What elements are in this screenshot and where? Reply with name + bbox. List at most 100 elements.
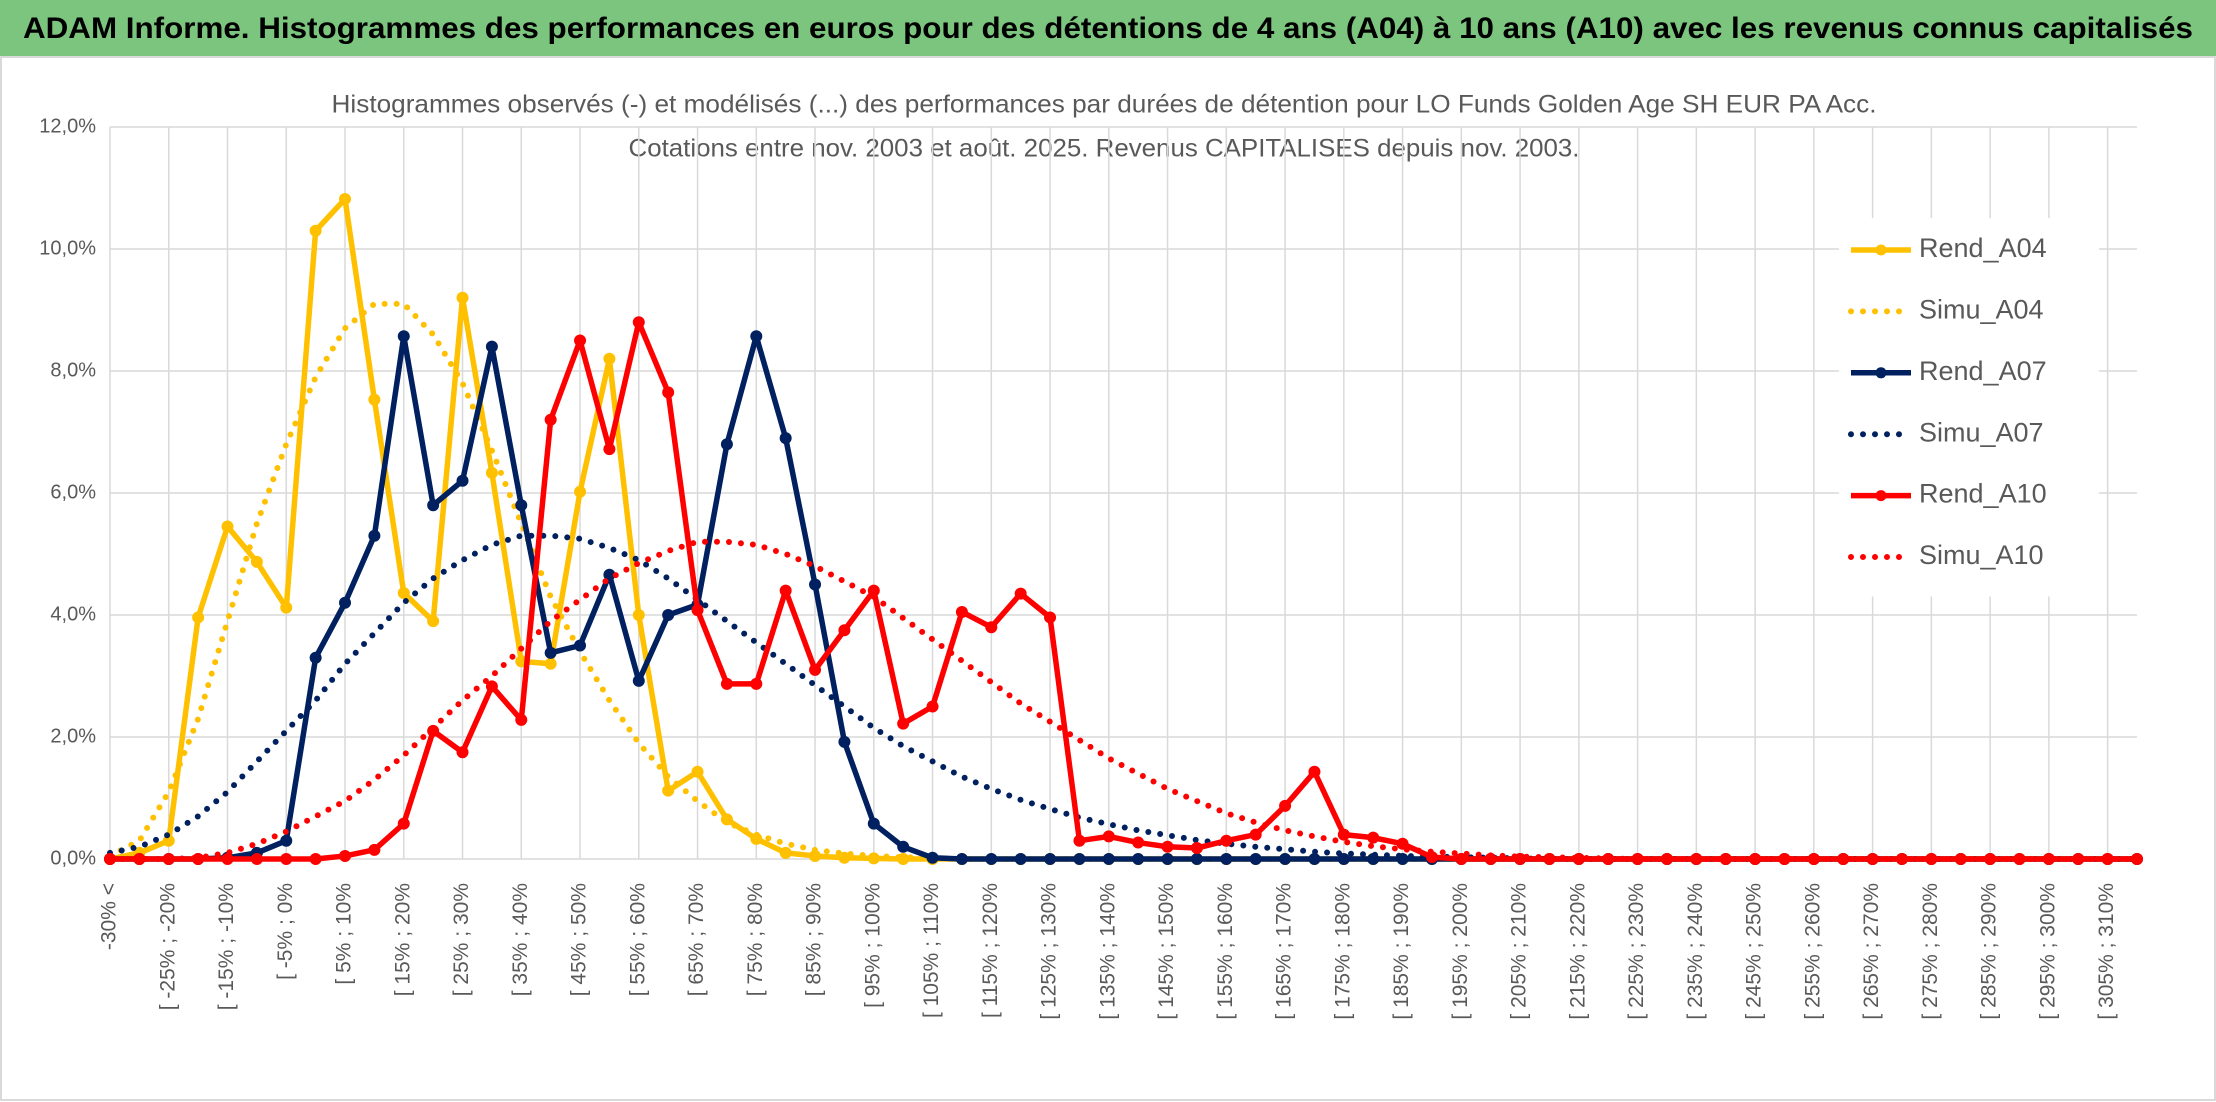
x-tick-label: [ 215% ; 220% bbox=[1566, 883, 1589, 1020]
x-tick-label: [ 175% ; 180% bbox=[1331, 883, 1354, 1020]
data-point bbox=[456, 474, 469, 487]
data-point bbox=[280, 853, 293, 865]
x-tick-label: [ 25% ; 30% bbox=[450, 883, 473, 996]
plot-area bbox=[104, 192, 2143, 865]
x-tick-label: [ 195% ; 200% bbox=[1449, 883, 1472, 1020]
data-point bbox=[1190, 853, 1203, 865]
chart-title: Histogrammes observés (-) et modélisés (… bbox=[332, 91, 1877, 119]
y-tick-label: 8,0% bbox=[50, 359, 96, 381]
series-line bbox=[107, 532, 2140, 862]
data-point bbox=[750, 677, 763, 690]
data-point bbox=[368, 843, 381, 856]
data-point bbox=[1279, 799, 1292, 812]
legend-label: Rend_A10 bbox=[1919, 479, 2047, 509]
legend-background bbox=[1839, 218, 2099, 597]
data-point bbox=[1190, 842, 1203, 855]
data-point bbox=[456, 746, 469, 759]
data-point bbox=[515, 499, 528, 512]
data-point bbox=[339, 596, 352, 609]
data-point bbox=[397, 817, 410, 830]
data-point bbox=[1337, 853, 1350, 865]
x-tick-label: [ 15% ; 20% bbox=[391, 883, 414, 996]
data-point bbox=[250, 555, 263, 568]
data-point bbox=[427, 499, 440, 512]
data-point bbox=[485, 340, 498, 353]
x-tick-label: [ 155% ; 160% bbox=[1214, 883, 1237, 1020]
x-tick-label: [ 225% ; 230% bbox=[1625, 883, 1648, 1020]
y-tick-label: 4,0% bbox=[50, 603, 96, 625]
data-point bbox=[574, 334, 587, 347]
data-point bbox=[955, 853, 968, 865]
header-title: ADAM Informe. Histogrammes des performan… bbox=[23, 12, 2193, 45]
x-tick-label: [ 65% ; 70% bbox=[685, 883, 708, 996]
data-point bbox=[1367, 831, 1380, 844]
data-point bbox=[1279, 853, 1292, 865]
x-tick-label: [ 5% ; 10% bbox=[333, 883, 356, 985]
x-tick-label: [ 45% ; 50% bbox=[568, 883, 591, 996]
x-tick-label: [ 135% ; 140% bbox=[1096, 883, 1119, 1020]
y-tick-label: 12,0% bbox=[39, 115, 96, 137]
data-point bbox=[632, 674, 645, 687]
data-point bbox=[1102, 853, 1115, 865]
x-tick-label: [ 245% ; 250% bbox=[1743, 883, 1766, 1020]
data-point bbox=[515, 713, 528, 726]
data-point bbox=[1220, 853, 1233, 865]
data-point bbox=[809, 663, 822, 676]
data-point bbox=[456, 291, 469, 304]
data-point bbox=[1455, 853, 1468, 865]
x-tick-label: [ 285% ; 290% bbox=[1978, 883, 2001, 1020]
y-tick-label: 0,0% bbox=[50, 847, 96, 869]
legend-label: Simu_A04 bbox=[1919, 295, 2044, 325]
data-point bbox=[544, 657, 557, 670]
x-tick-label: [ 265% ; 270% bbox=[1860, 883, 1883, 1020]
data-point bbox=[280, 601, 293, 614]
data-point bbox=[1044, 853, 1057, 865]
data-point bbox=[574, 639, 587, 652]
data-point bbox=[250, 853, 263, 865]
legend-marker bbox=[1875, 490, 1887, 502]
data-point bbox=[1132, 836, 1145, 849]
legend-marker bbox=[1875, 244, 1887, 256]
data-point bbox=[2131, 853, 2143, 865]
data-point bbox=[221, 520, 234, 533]
data-point bbox=[985, 853, 998, 865]
data-point bbox=[574, 485, 587, 498]
data-point bbox=[632, 609, 645, 621]
data-point bbox=[1014, 587, 1027, 600]
legend-label: Simu_A07 bbox=[1919, 417, 2044, 447]
data-point bbox=[309, 853, 322, 865]
x-tick-label: [ 85% ; 90% bbox=[803, 883, 826, 996]
data-point bbox=[1073, 834, 1086, 847]
data-point bbox=[779, 846, 792, 859]
x-tick-label: [ -15% ; -10% bbox=[215, 883, 238, 1010]
data-point bbox=[897, 717, 910, 730]
data-point bbox=[221, 853, 234, 865]
x-tick-label: [ 55% ; 60% bbox=[626, 883, 649, 996]
data-point bbox=[1044, 611, 1057, 624]
data-point bbox=[662, 386, 675, 399]
x-tick-label: [ 185% ; 190% bbox=[1390, 883, 1413, 1020]
header-bar bbox=[0, 0, 2216, 56]
data-point bbox=[1308, 853, 1321, 865]
data-point bbox=[397, 587, 410, 600]
data-point bbox=[192, 611, 205, 624]
data-point bbox=[485, 680, 498, 693]
data-point bbox=[1220, 834, 1233, 847]
data-point bbox=[603, 352, 616, 365]
data-point bbox=[1102, 830, 1115, 843]
y-tick-label: 2,0% bbox=[50, 725, 96, 747]
data-point bbox=[632, 316, 645, 329]
x-tick-label: [ 105% ; 110% bbox=[920, 883, 943, 1018]
x-tick-label: [ 145% ; 150% bbox=[1155, 883, 1178, 1020]
legend-marker bbox=[1875, 367, 1887, 379]
data-point bbox=[1132, 853, 1145, 865]
data-point bbox=[897, 840, 910, 853]
y-tick-label: 6,0% bbox=[50, 481, 96, 503]
data-point bbox=[1249, 828, 1262, 841]
legend-label: Rend_A04 bbox=[1919, 233, 2047, 263]
legend: Rend_A04 Simu_A04 Rend_A07 Simu_A07 Rend_A10… bbox=[1839, 218, 2099, 597]
data-point bbox=[926, 700, 939, 713]
data-point bbox=[397, 330, 410, 343]
chart-border bbox=[0, 56, 2216, 1101]
